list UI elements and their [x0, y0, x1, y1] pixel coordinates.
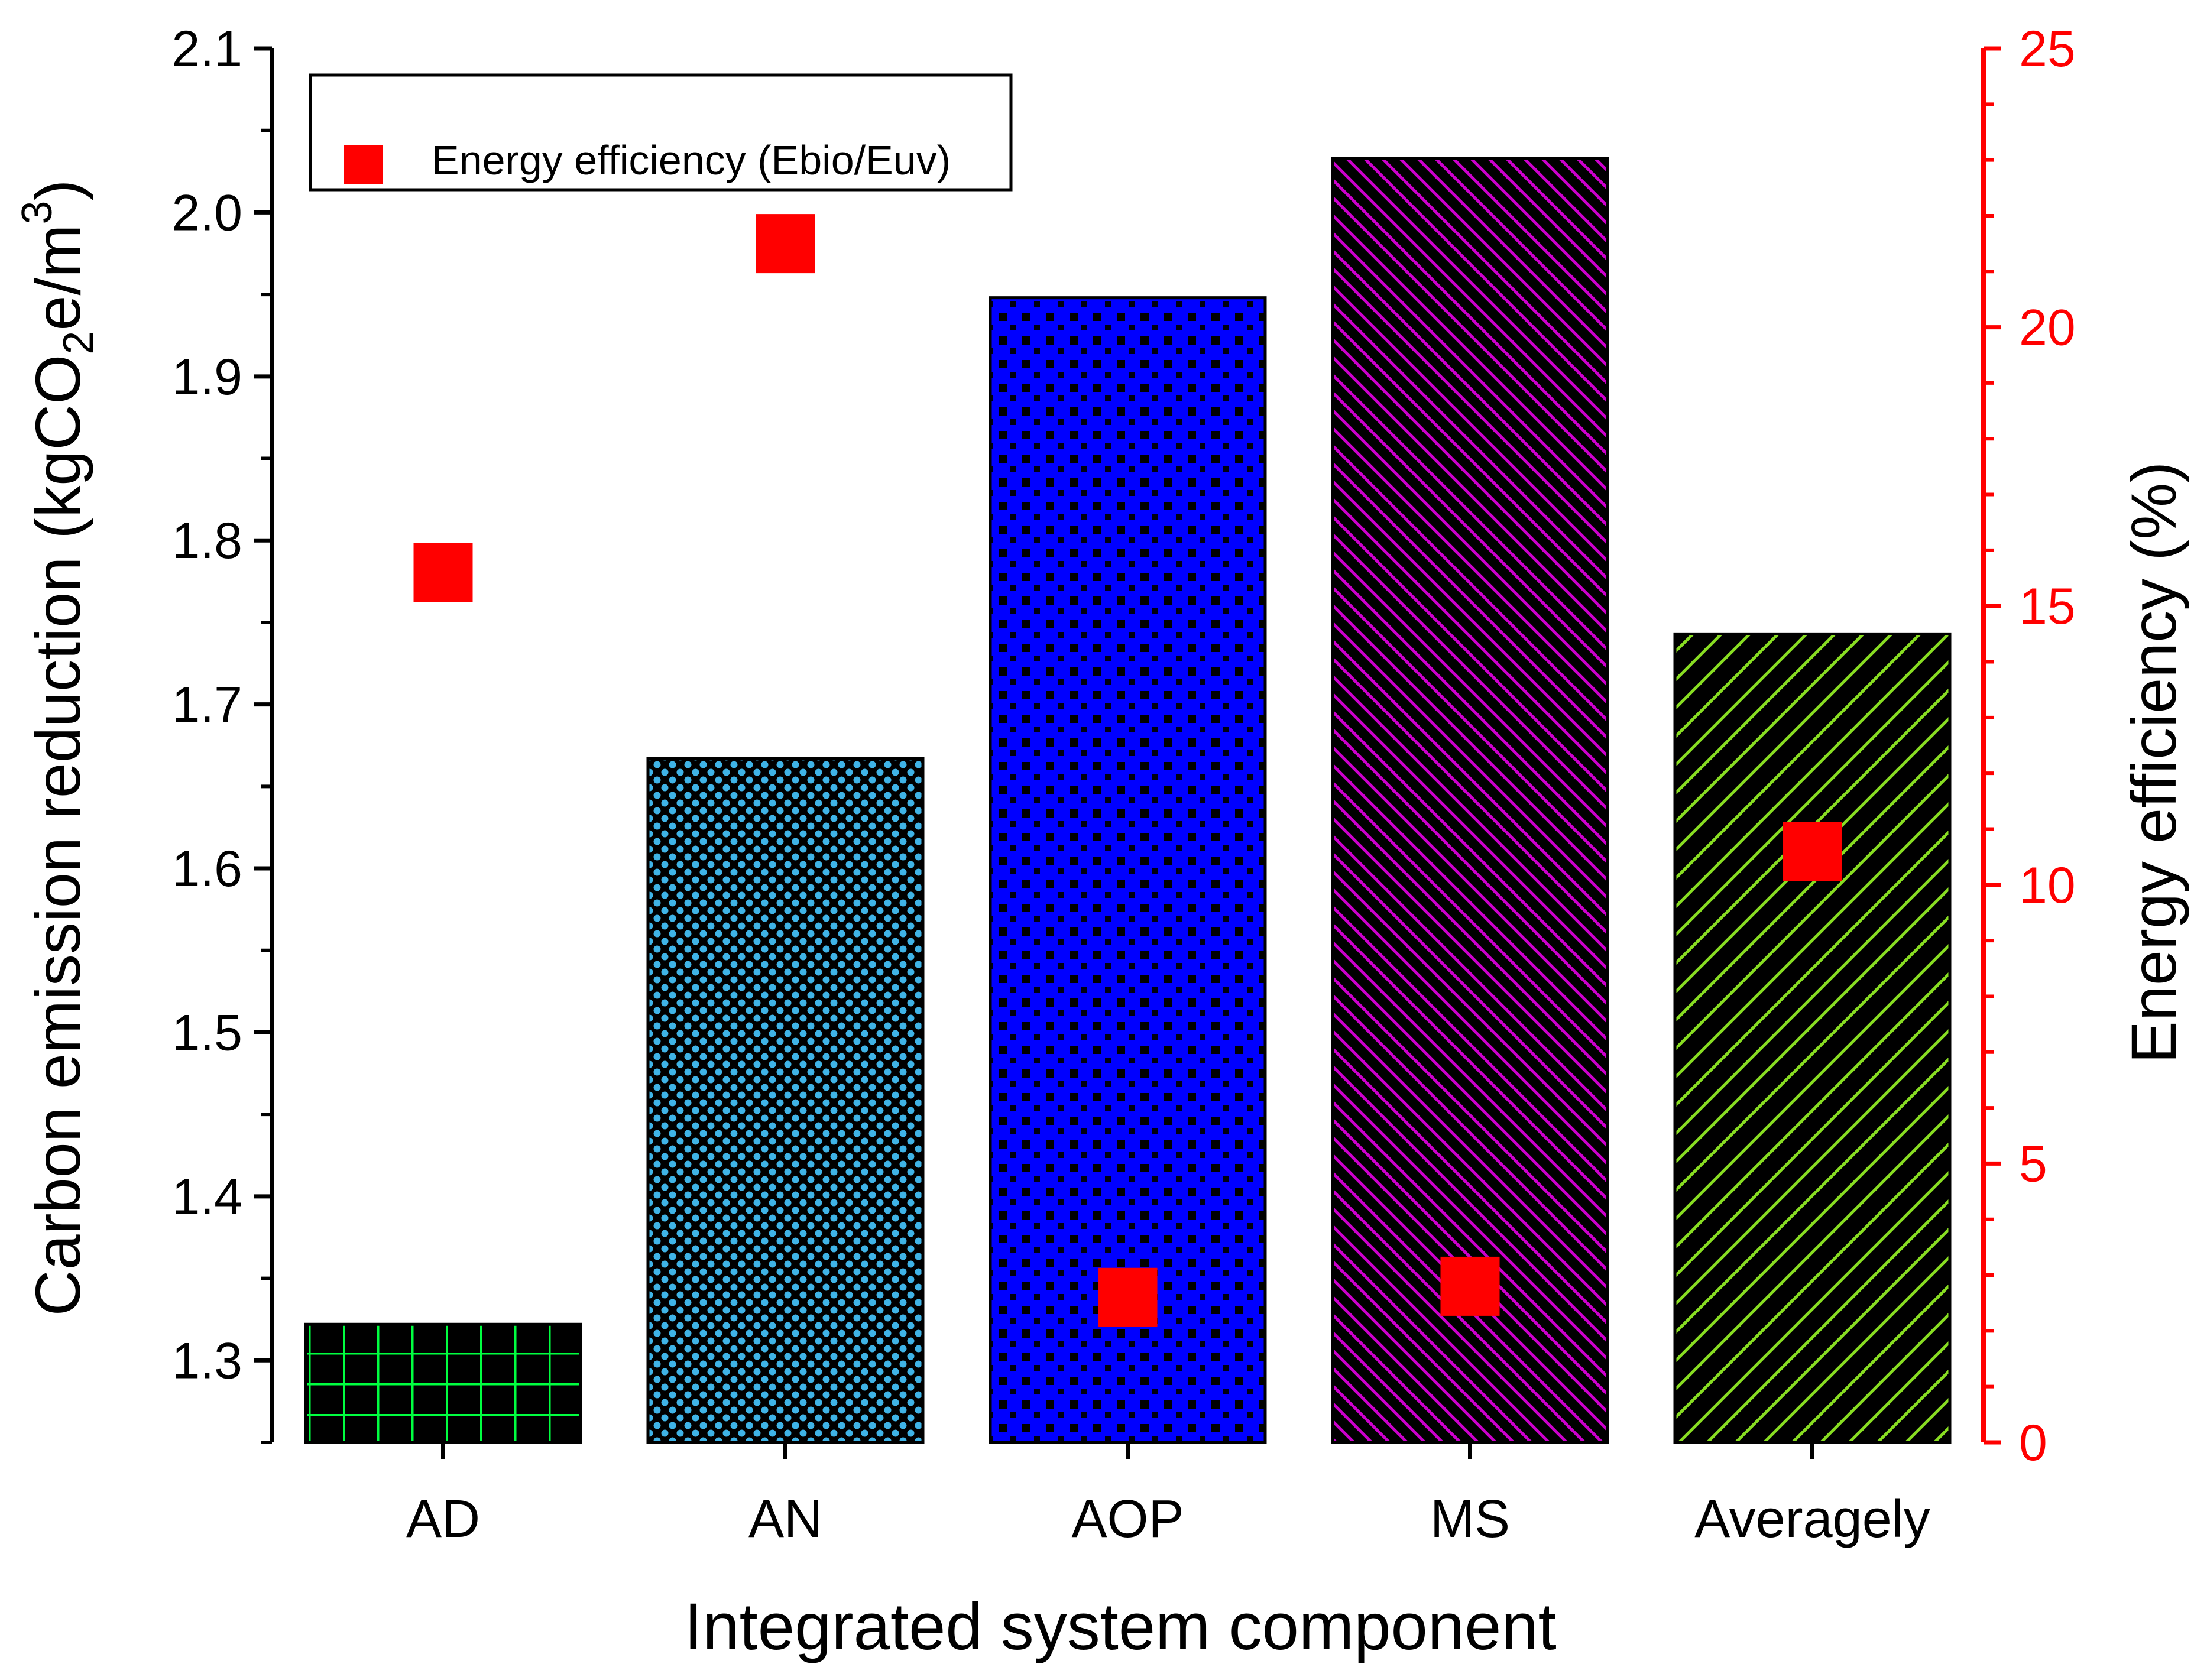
- y-axis-title-main: Carbon emission reduction (kgCO: [22, 355, 93, 1316]
- efficiency-point-ad: [413, 543, 473, 602]
- y-tick-label: 1.8: [171, 513, 242, 569]
- left-ticks: 1.3 1.4 1.5 1.6 1.7 1.8 1.9 2.0 2.1: [171, 21, 272, 1444]
- bar-ms: [1331, 157, 1609, 1444]
- efficiency-point-ms: [1440, 1256, 1500, 1316]
- x-axis-title: Integrated system component: [684, 1590, 1556, 1663]
- scatter-layer: [413, 214, 1842, 1327]
- y-axis-title-sup: 3: [14, 201, 61, 225]
- y-axis-title: Carbon emission reduction (kgCO2e/m3): [14, 180, 102, 1316]
- bars-layer: [304, 157, 1952, 1444]
- y-tick-label: 1.4: [171, 1169, 242, 1225]
- y-tick-label: 1.7: [171, 677, 242, 734]
- y-tick-label: 1.5: [171, 1004, 242, 1061]
- y2-tick-label: 10: [2019, 857, 2076, 914]
- y-axis-title-tail: e/m: [22, 225, 93, 331]
- y2-tick-label: 15: [2019, 578, 2076, 635]
- legend-box: [309, 73, 1013, 192]
- y-tick-label: 2.0: [171, 184, 242, 241]
- bar-aop: [989, 296, 1267, 1444]
- y-tick-label: 2.1: [171, 21, 242, 77]
- bar-ad: [304, 1322, 582, 1444]
- x-tick-label-aop: AOP: [1071, 1490, 1184, 1549]
- legend-marker: [344, 145, 383, 184]
- y-axis-title-sub: 2: [55, 331, 102, 355]
- bar-averagely: [1673, 632, 1952, 1444]
- x-tick-label-averagely: Averagely: [1694, 1490, 1930, 1549]
- x-tick-label-an: AN: [748, 1490, 822, 1549]
- y2-tick-label: 25: [2019, 21, 2076, 77]
- efficiency-point-aop: [1098, 1267, 1158, 1327]
- x-tick-label-ad: AD: [406, 1490, 480, 1549]
- y-tick-label: 1.6: [171, 841, 242, 897]
- efficiency-point-an: [756, 214, 815, 274]
- x-tick-label-ms: MS: [1430, 1490, 1510, 1549]
- y-axis-title-close: ): [22, 180, 93, 201]
- axis-layer: [270, 48, 1986, 1442]
- efficiency-point-averagely: [1783, 822, 1842, 881]
- legend-label: Energy efficiency (Ebio/Euv): [432, 137, 951, 183]
- right-ticks: 0 5 10 15 20 25: [1984, 21, 2076, 1471]
- bar-an: [646, 757, 925, 1444]
- y2-tick-label: 5: [2019, 1136, 2047, 1192]
- right-axis-title: Energy efficiency (%): [2118, 462, 2189, 1063]
- x-tick-labels: AD AN AOP MS Averagely: [406, 1442, 1930, 1549]
- y2-tick-label: 0: [2019, 1415, 2047, 1471]
- y2-tick-label: 20: [2019, 300, 2076, 356]
- y-tick-label: 1.9: [171, 349, 242, 406]
- y-tick-label: 1.3: [171, 1332, 242, 1389]
- legend: Energy efficiency (Ebio/Euv): [309, 73, 1013, 192]
